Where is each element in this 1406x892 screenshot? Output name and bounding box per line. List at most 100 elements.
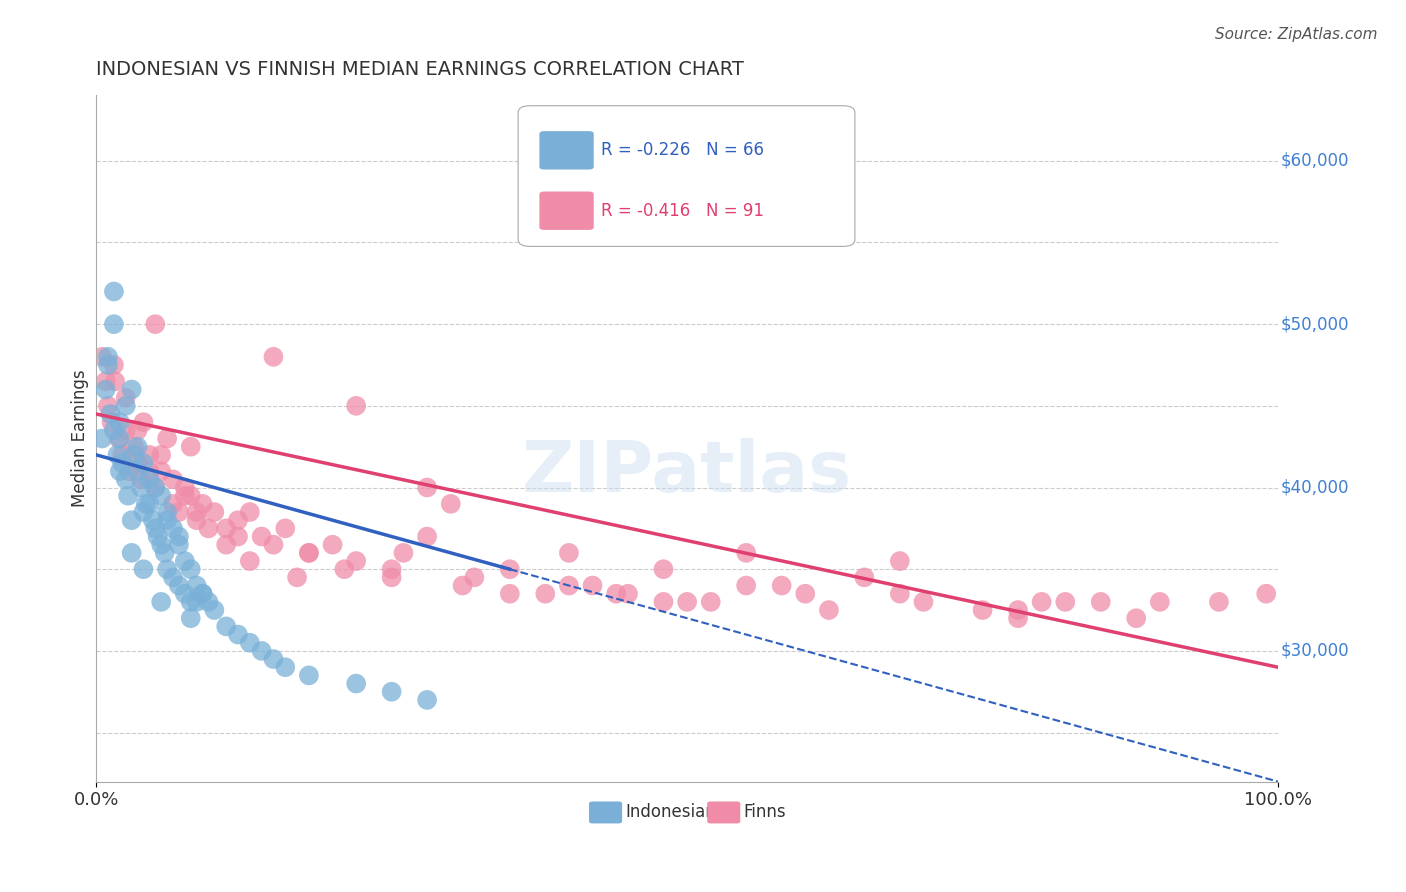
- Point: [173, 587, 195, 601]
- Point: [138, 472, 160, 486]
- Point: [226, 529, 249, 543]
- Point: [416, 693, 439, 707]
- Point: [132, 415, 155, 429]
- Point: [534, 587, 557, 601]
- FancyBboxPatch shape: [707, 802, 741, 823]
- Point: [150, 538, 173, 552]
- Point: [107, 448, 129, 462]
- Point: [162, 472, 184, 486]
- Point: [344, 399, 367, 413]
- Point: [127, 456, 149, 470]
- Point: [143, 481, 166, 495]
- Point: [167, 538, 190, 552]
- Point: [167, 505, 190, 519]
- Point: [344, 676, 367, 690]
- Point: [558, 578, 581, 592]
- Point: [121, 546, 143, 560]
- Point: [103, 285, 125, 299]
- Point: [180, 489, 202, 503]
- Point: [103, 317, 125, 331]
- Point: [97, 350, 120, 364]
- Point: [138, 497, 160, 511]
- Text: R = -0.416   N = 91: R = -0.416 N = 91: [600, 202, 763, 219]
- Point: [186, 513, 208, 527]
- Point: [652, 562, 675, 576]
- Point: [103, 423, 125, 437]
- Point: [191, 587, 214, 601]
- Point: [146, 529, 169, 543]
- Point: [107, 432, 129, 446]
- Point: [127, 440, 149, 454]
- Point: [162, 570, 184, 584]
- Point: [186, 595, 208, 609]
- Point: [153, 546, 176, 560]
- Point: [381, 684, 404, 698]
- Point: [98, 407, 121, 421]
- Point: [381, 562, 404, 576]
- Point: [558, 546, 581, 560]
- Point: [122, 440, 145, 454]
- Point: [180, 440, 202, 454]
- Point: [226, 513, 249, 527]
- Point: [197, 521, 219, 535]
- Point: [770, 578, 793, 592]
- Point: [676, 595, 699, 609]
- Point: [215, 521, 238, 535]
- Text: ZIPatlas: ZIPatlas: [522, 438, 852, 508]
- Point: [97, 399, 120, 413]
- Point: [142, 513, 165, 527]
- Point: [108, 432, 131, 446]
- Point: [197, 595, 219, 609]
- Point: [135, 497, 157, 511]
- Point: [735, 546, 758, 560]
- Point: [239, 636, 262, 650]
- Point: [150, 448, 173, 462]
- Point: [202, 505, 225, 519]
- Point: [138, 448, 160, 462]
- Point: [121, 513, 143, 527]
- Point: [274, 660, 297, 674]
- Point: [912, 595, 935, 609]
- Point: [1090, 595, 1112, 609]
- Point: [138, 464, 160, 478]
- Point: [94, 374, 117, 388]
- Point: [129, 472, 152, 486]
- Point: [972, 603, 994, 617]
- Point: [853, 570, 876, 584]
- Point: [652, 595, 675, 609]
- Point: [298, 546, 321, 560]
- Point: [239, 554, 262, 568]
- Point: [1031, 595, 1053, 609]
- Point: [162, 521, 184, 535]
- Point: [499, 587, 522, 601]
- Text: $50,000: $50,000: [1281, 315, 1348, 333]
- Point: [156, 513, 179, 527]
- Point: [180, 562, 202, 576]
- Point: [121, 383, 143, 397]
- Point: [239, 505, 262, 519]
- Text: $40,000: $40,000: [1281, 478, 1348, 497]
- Y-axis label: Median Earnings: Median Earnings: [72, 369, 89, 508]
- Text: INDONESIAN VS FINNISH MEDIAN EARNINGS CORRELATION CHART: INDONESIAN VS FINNISH MEDIAN EARNINGS CO…: [96, 60, 744, 78]
- Point: [700, 595, 723, 609]
- Point: [889, 554, 911, 568]
- Point: [180, 611, 202, 625]
- Point: [1007, 603, 1029, 617]
- Point: [186, 578, 208, 592]
- Point: [344, 554, 367, 568]
- Point: [127, 464, 149, 478]
- Text: R = -0.226   N = 66: R = -0.226 N = 66: [600, 141, 763, 160]
- FancyBboxPatch shape: [540, 131, 593, 169]
- Point: [451, 578, 474, 592]
- Text: Indonesians: Indonesians: [626, 804, 725, 822]
- Point: [150, 595, 173, 609]
- Point: [285, 570, 308, 584]
- Point: [150, 489, 173, 503]
- Point: [129, 481, 152, 495]
- Point: [111, 448, 134, 462]
- Point: [114, 472, 136, 486]
- Point: [132, 456, 155, 470]
- Point: [103, 358, 125, 372]
- Point: [889, 587, 911, 601]
- Point: [735, 578, 758, 592]
